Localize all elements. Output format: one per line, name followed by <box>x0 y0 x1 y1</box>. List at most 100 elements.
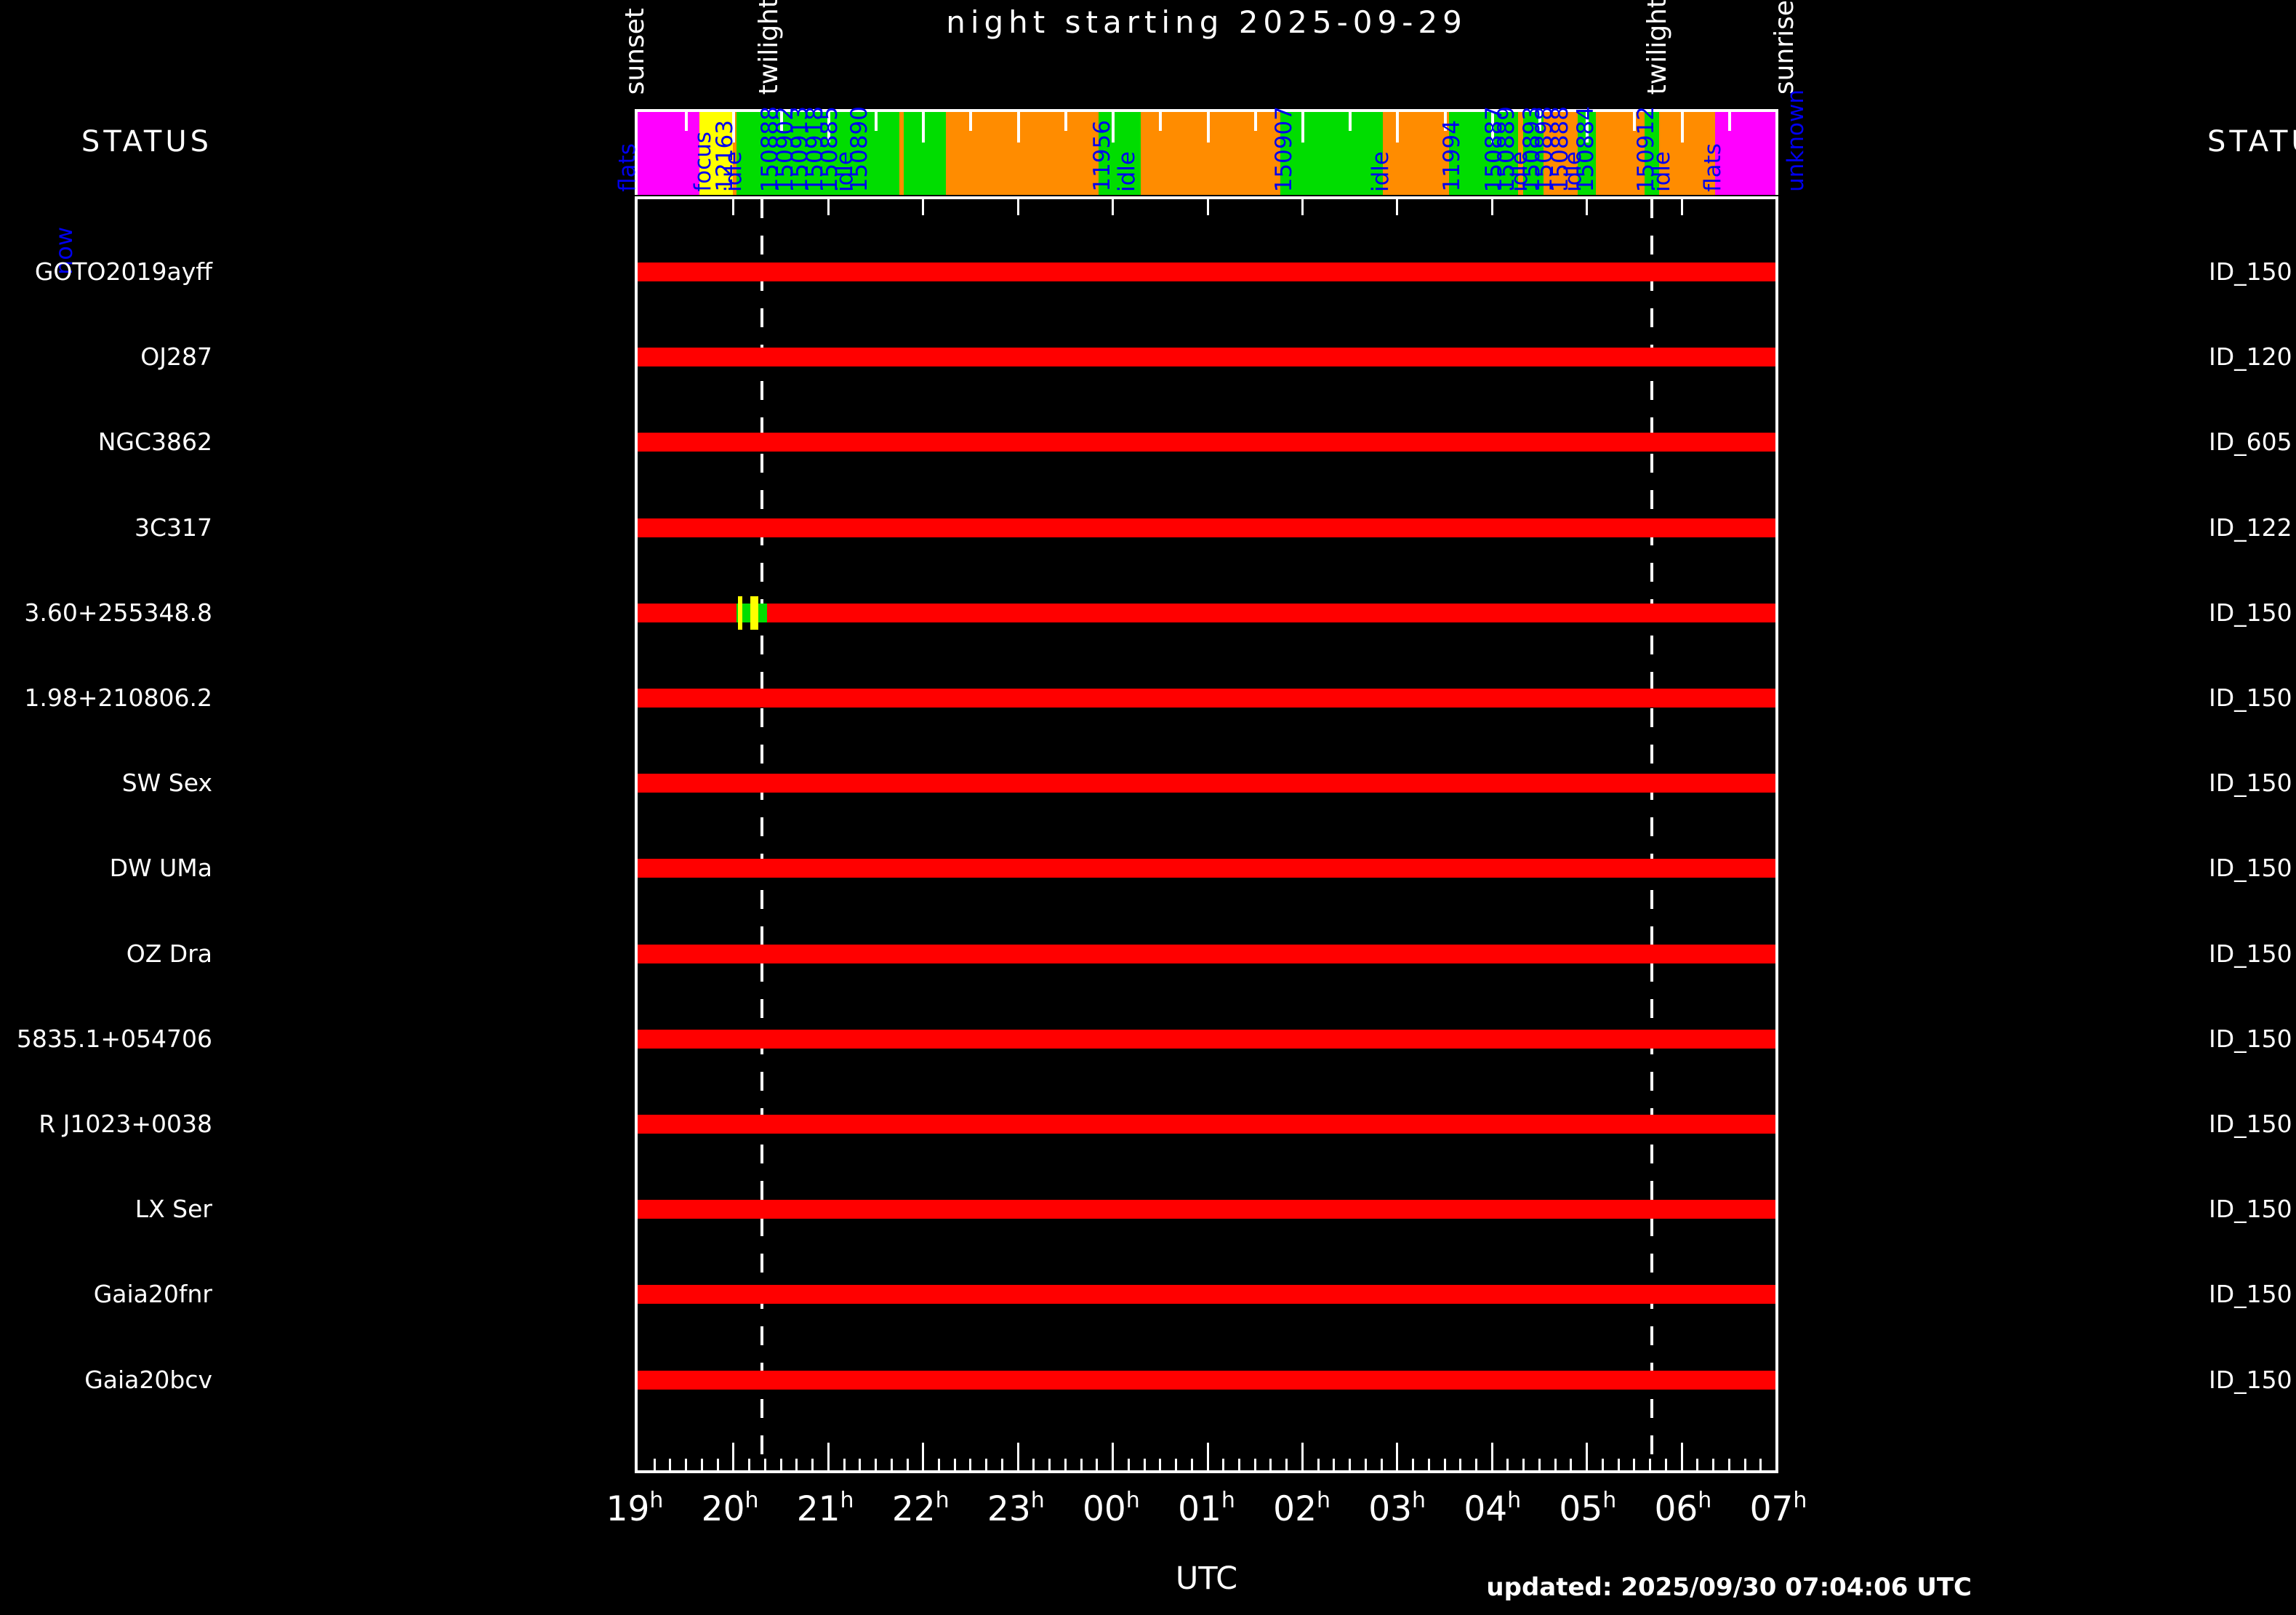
axis-minor-tick <box>1459 1459 1462 1470</box>
bar-segment-red <box>638 689 1775 708</box>
axis-minor-tick <box>1601 1459 1604 1470</box>
hour-value: 23 <box>987 1489 1031 1529</box>
bar-segment-red <box>638 263 1775 281</box>
target-id: ID_150 <box>2209 598 2292 627</box>
status-header-left: STATUS <box>81 125 212 159</box>
hour-unit: h <box>1125 1488 1140 1513</box>
schedule-bar-tick <box>732 112 736 143</box>
schedule-segment-yellow <box>699 112 734 195</box>
axis-top-tick <box>1016 199 1019 215</box>
bar-segment-red <box>638 1115 1775 1134</box>
schedule-segment-orange <box>1543 112 1578 195</box>
axis-minor-tick <box>1127 1459 1130 1470</box>
schedule-segment-orange <box>899 112 904 195</box>
axis-minor-tick <box>1064 1459 1067 1470</box>
schedule-segment-green <box>1280 112 1384 195</box>
axis-top-tick <box>732 199 735 215</box>
target-name: OJ287 <box>140 342 212 372</box>
schedule-bar-tick <box>1490 112 1494 143</box>
axis-top-tick <box>922 199 925 215</box>
hour-value: 20 <box>701 1489 745 1529</box>
axis-minor-tick <box>716 1459 719 1470</box>
schedule-bar-tick <box>1727 112 1731 131</box>
axis-top-tick <box>1490 199 1493 215</box>
target-name: 1.98+210806.2 <box>24 684 212 712</box>
target-name: OZ Dra <box>126 939 212 968</box>
axis-minor-tick <box>1396 1443 1399 1470</box>
schedule-bar-tick <box>1064 112 1067 131</box>
twilight-dashed-line <box>1650 199 1653 1470</box>
axis-minor-tick <box>1048 1459 1051 1470</box>
target-id: ID_150 <box>2209 854 2292 883</box>
axis-minor-tick <box>795 1459 798 1470</box>
schedule-bar-tick <box>875 112 878 131</box>
bar-segment-red <box>638 348 1775 367</box>
hour-label: 02h <box>1273 1488 1330 1529</box>
hour-label: 04h <box>1464 1488 1521 1529</box>
axis-minor-tick <box>1080 1459 1083 1470</box>
hour-label: 22h <box>892 1488 950 1529</box>
axis-minor-tick <box>779 1459 782 1470</box>
axis-minor-tick <box>1664 1459 1667 1470</box>
axis-minor-tick <box>1000 1459 1003 1470</box>
hour-label: 00h <box>1083 1488 1140 1529</box>
schedule-bar-tick <box>1301 112 1304 143</box>
hour-unit: h <box>1412 1488 1426 1513</box>
target-name: 3.60+255348.8 <box>24 598 212 627</box>
hour-unit: h <box>1698 1488 1712 1513</box>
hour-label: 20h <box>702 1488 759 1529</box>
axis-minor-tick <box>669 1459 672 1470</box>
axis-top-tick <box>1680 199 1683 215</box>
target-id: ID_122 <box>2209 513 2292 542</box>
target-name: Gaia20fnr <box>93 1280 212 1309</box>
axis-minor-tick <box>763 1459 766 1470</box>
hour-value: 03 <box>1368 1489 1413 1529</box>
hour-label: 05h <box>1559 1488 1616 1529</box>
target-id: ID_605 <box>2209 428 2292 457</box>
axis-minor-tick <box>969 1459 972 1470</box>
hour-value: 04 <box>1464 1489 1508 1529</box>
schedule-bar-tick <box>779 112 783 131</box>
axis-minor-tick <box>1206 1443 1209 1470</box>
schedule-bar-tick <box>827 112 830 143</box>
axis-minor-tick <box>653 1459 656 1470</box>
axis-minor-tick <box>1586 1443 1589 1470</box>
hour-unit: h <box>1602 1488 1617 1513</box>
target-name: 5835.1+054706 <box>16 1024 212 1053</box>
target-name: LX Ser <box>135 1195 212 1224</box>
hour-label: 06h <box>1654 1488 1711 1529</box>
target-visibility-bar <box>638 1115 1775 1134</box>
axis-minor-tick <box>1617 1459 1620 1470</box>
axis-minor-tick <box>1222 1459 1225 1470</box>
hour-unit: h <box>649 1488 664 1513</box>
axis-minor-tick <box>1112 1443 1115 1470</box>
schedule-bar-tick <box>1112 112 1115 143</box>
target-id: ID_150 <box>2209 769 2292 798</box>
schedule-bar-tick <box>1206 112 1210 143</box>
axis-minor-tick <box>827 1443 830 1470</box>
axis-minor-tick <box>1253 1459 1256 1470</box>
sunrise-marker-label: sunrise <box>1769 0 1799 95</box>
utc-hour-axis: 19h 20h 21h 22h 23h 00h 01h 02h 03h 04h 05h 06h 07h <box>606 1488 1807 1546</box>
target-id: ID_150 <box>2209 1024 2292 1053</box>
bar-segment-red <box>638 433 1775 452</box>
axis-minor-tick <box>1016 1443 1019 1470</box>
axis-minor-tick <box>1759 1459 1762 1470</box>
hour-unit: h <box>1221 1488 1235 1513</box>
axis-minor-tick <box>1649 1459 1652 1470</box>
axis-label-utc: UTC <box>1175 1560 1238 1597</box>
axis-minor-tick <box>1680 1443 1683 1470</box>
hour-label: 01h <box>1178 1488 1235 1529</box>
axis-minor-tick <box>906 1459 909 1470</box>
axis-minor-tick <box>1538 1459 1541 1470</box>
target-visibility-bar <box>638 1029 1775 1049</box>
sunset-marker-label: sunset <box>619 7 650 95</box>
schedule-segment-magenta <box>1715 112 1775 195</box>
axis-minor-tick <box>748 1459 751 1470</box>
schedule-strip <box>635 109 1778 195</box>
schedule-segment-green <box>736 112 899 195</box>
axis-minor-tick <box>1475 1459 1477 1470</box>
bar-segment-red <box>638 603 737 622</box>
schedule-segment-orange <box>1383 112 1449 195</box>
axis-minor-tick <box>1032 1459 1035 1470</box>
